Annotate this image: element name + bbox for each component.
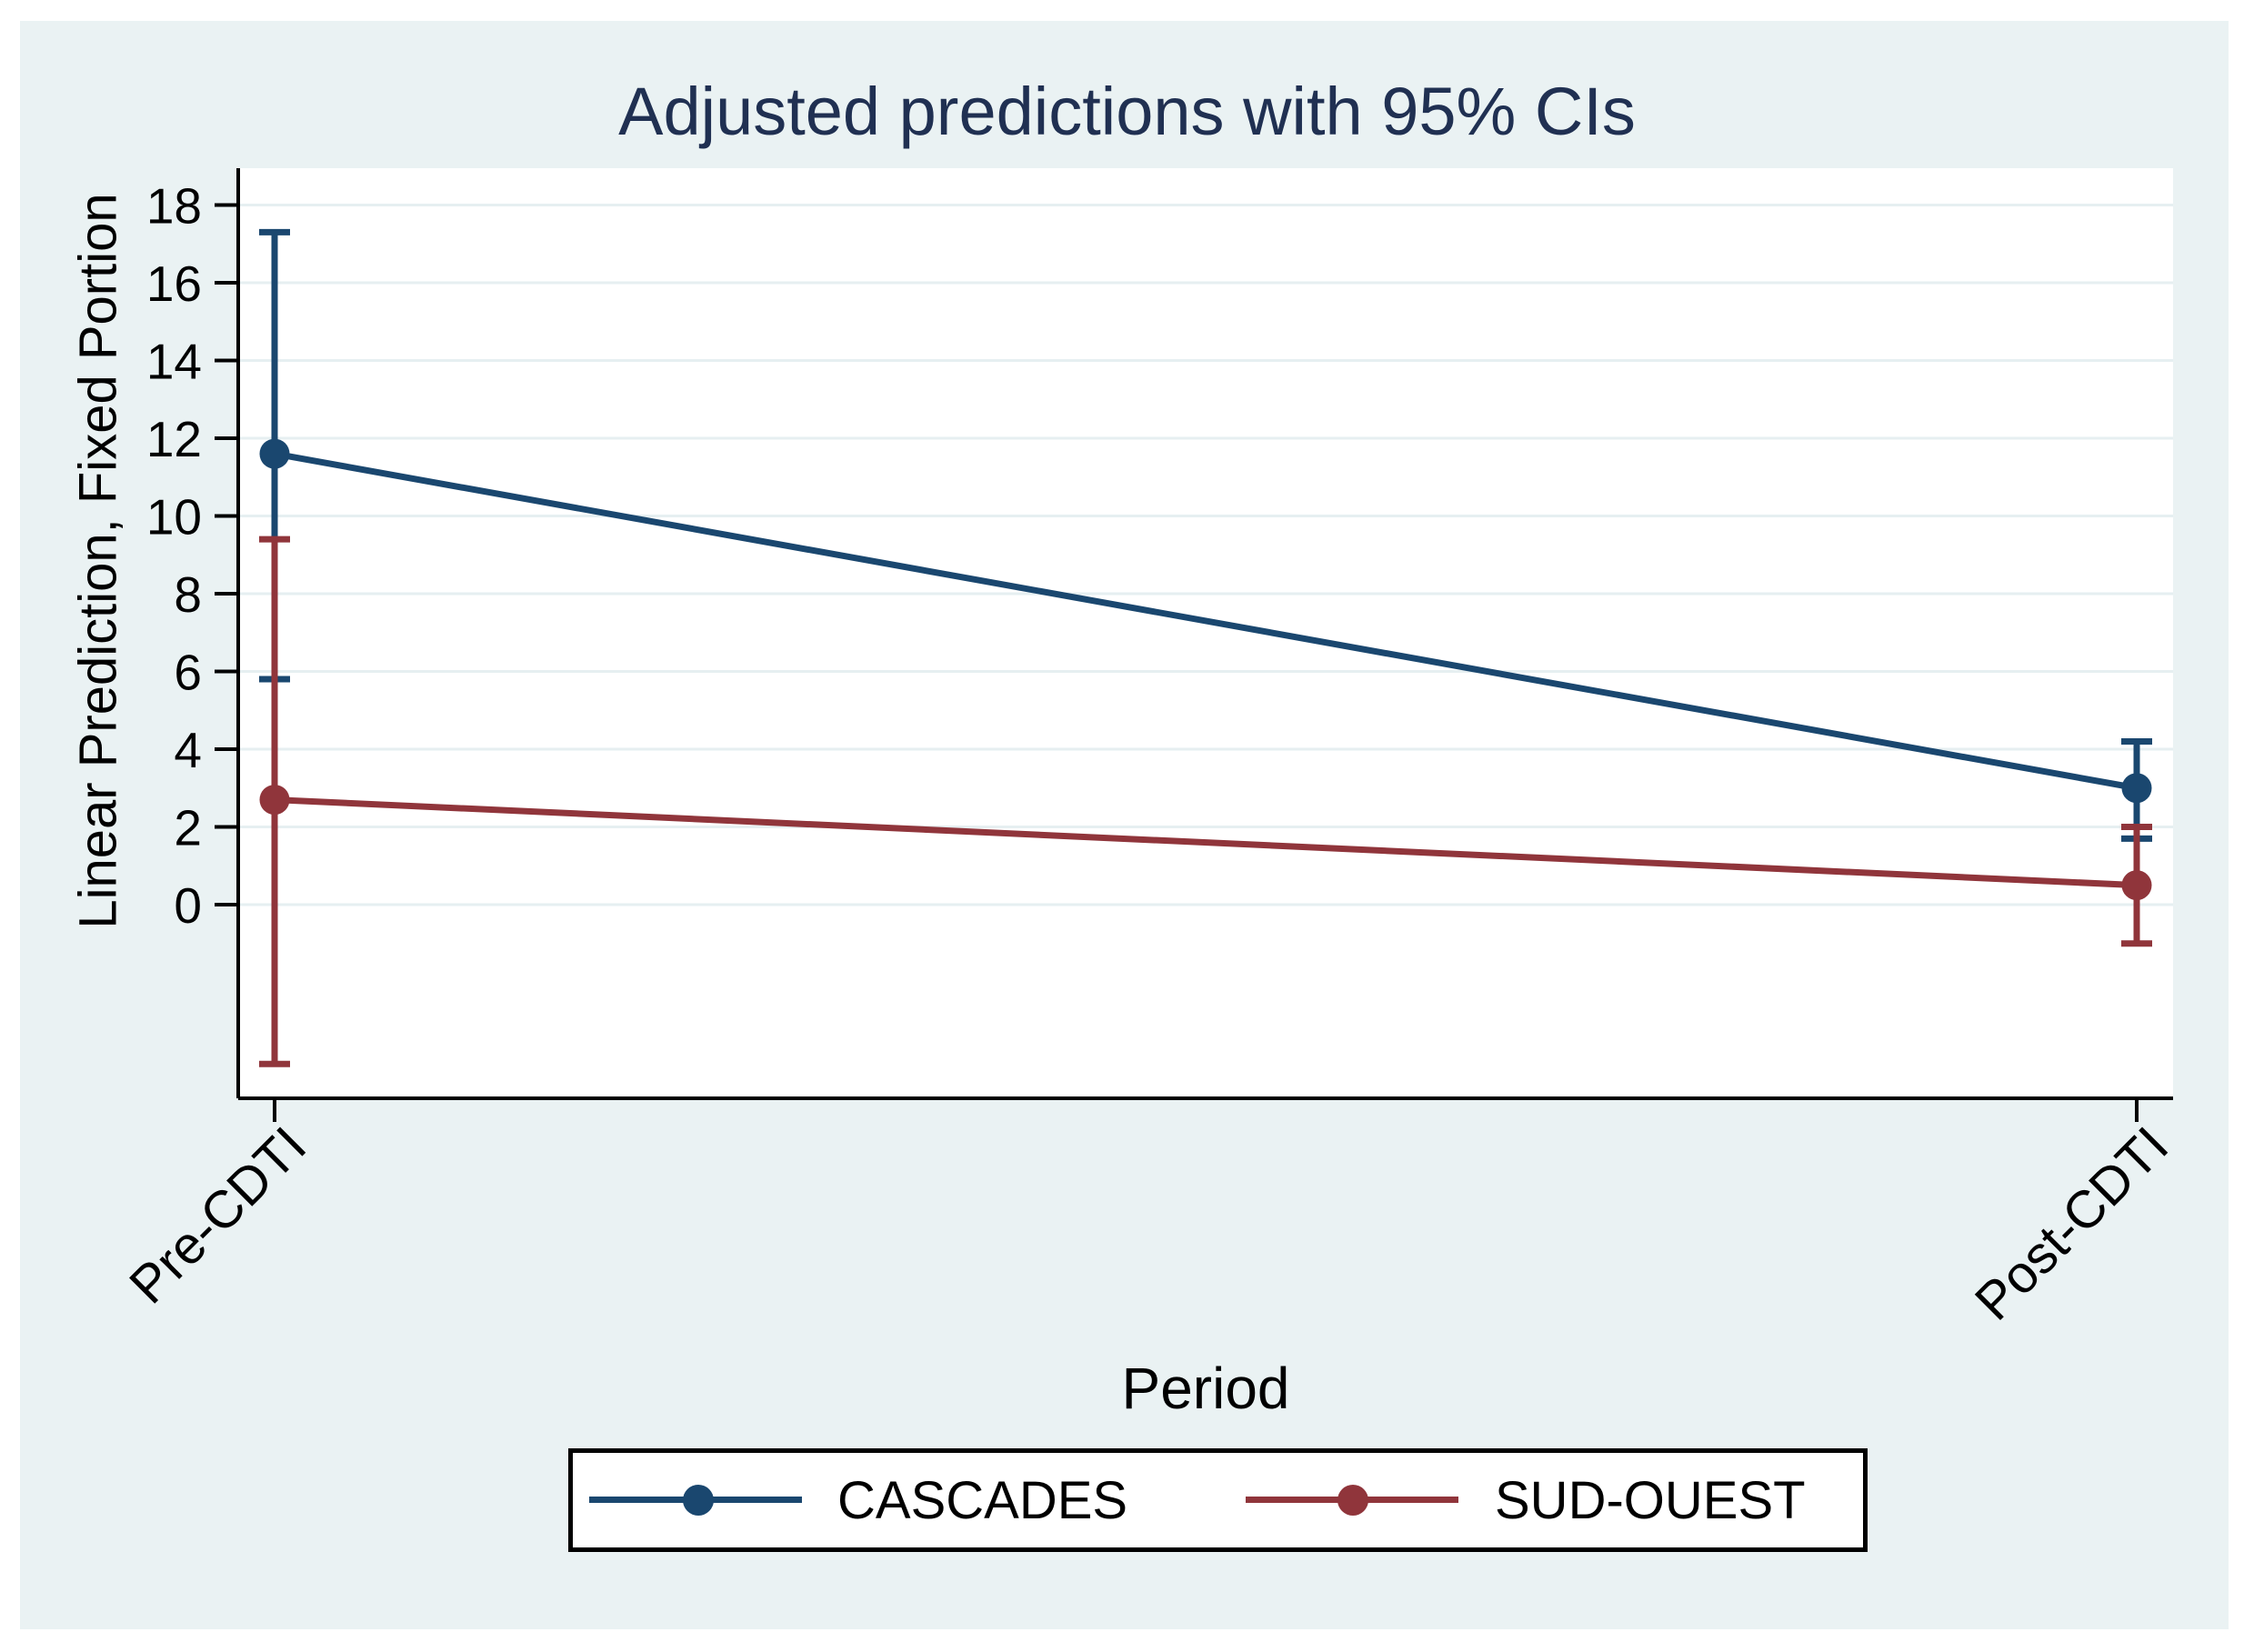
y-tick-label: 6 (174, 645, 202, 701)
chart-title: Adjusted predictions with 95% CIs (618, 74, 1636, 149)
data-point-marker (259, 438, 290, 469)
y-tick-label: 14 (146, 334, 202, 390)
y-tick-label: 10 (146, 489, 202, 546)
x-tick-label: Pre-CDTI (118, 1116, 317, 1315)
legend-box: CASCADES SUD-OUEST (568, 1448, 1868, 1552)
legend-marker-icon-sud-ouest (1337, 1485, 1368, 1516)
y-tick-label: 4 (174, 722, 202, 778)
y-tick-label: 18 (146, 178, 202, 235)
y-axis-title: Linear Prediction, Fixed Portion (68, 193, 128, 929)
y-tick-label: 0 (174, 877, 202, 934)
plot-region (238, 168, 2173, 1098)
legend-marker-icon-cascades (683, 1485, 714, 1516)
legend-label-sud-ouest: SUD-OUEST (1495, 1470, 1806, 1530)
y-tick-label: 8 (174, 566, 202, 623)
series-line (274, 796, 2138, 889)
data-point-marker (2121, 870, 2152, 901)
legend-label-cascades: CASCADES (837, 1470, 1128, 1530)
y-tick-label: 2 (174, 800, 202, 856)
y-tick-label: 16 (146, 255, 202, 312)
y-tick-label: 12 (146, 411, 202, 467)
data-point-marker (2121, 773, 2152, 804)
series-line (274, 450, 2138, 792)
data-point-marker (259, 785, 290, 816)
x-axis-title: Period (1121, 1356, 1290, 1421)
x-tick-label: Post-CDTI (1964, 1116, 2179, 1331)
